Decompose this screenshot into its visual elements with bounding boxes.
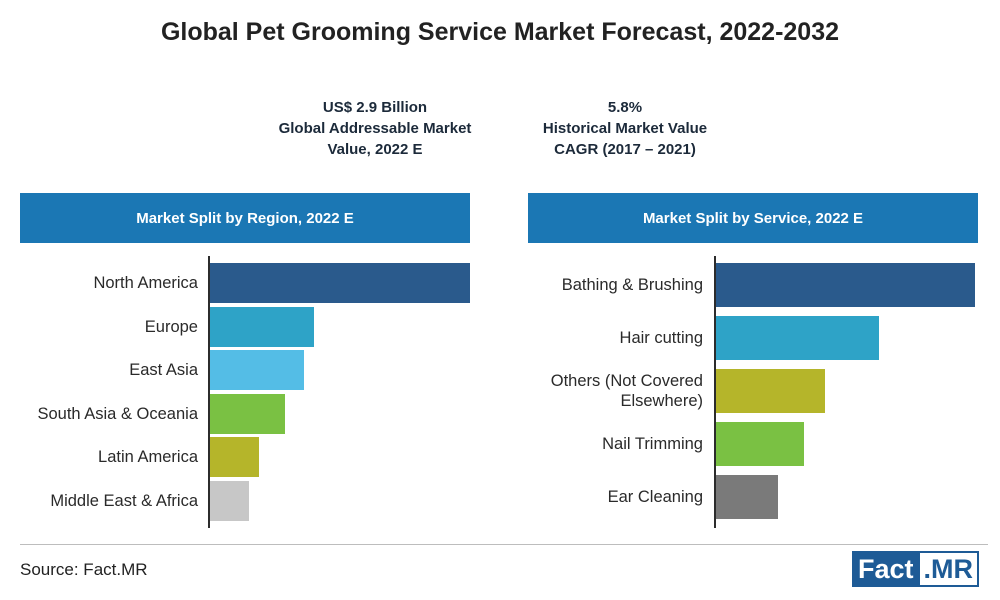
kpi-historical-cagr: 5.8% Historical Market Value CAGR (2017 … [514,72,736,184]
region-axis-line [208,256,210,528]
footer-divider [20,544,988,545]
bar-north-america [210,263,470,303]
category-label: Middle East & Africa [50,491,198,510]
source-note: Source: Fact.MR [20,560,148,579]
bar-bathing-brushing [716,263,975,307]
kpi-line: Bathing & Brushing [808,109,950,126]
kpi-cagr: 7.2% Global Market Value CAGR (2022 – 20… [12,72,232,184]
category-label: Bathing & Brushing [561,276,703,294]
kpi-line: Market Value Share, [808,130,950,147]
kpi-line: Global Market Value CAGR [26,119,218,137]
service-section-header: Market Split by Service, 2022 E [528,193,978,243]
category-label: Others (Not Covered Elsewhere) [550,372,703,410]
bar-middle-east-africa [210,480,249,521]
bar-hair-cutting [716,316,880,360]
bar-ear-cleaning [716,475,779,519]
bar-europe [210,306,314,347]
category-label: South Asia & Oceania [37,404,198,423]
category-label: Latin America [98,448,198,466]
bar-east-asia [210,350,304,390]
kpi-line: US$ 2.9 Billion [322,98,428,116]
category-label: North America [93,274,198,292]
category-label: Nail Trimming [602,435,703,453]
kpi-line: Global Addressable Market [278,119,472,137]
category-label: Ear Cleaning [607,488,703,506]
kpi-line: Value, 2022 E [327,140,423,158]
bar-south-asia-oceania [210,393,286,434]
kpi-line: 38% [863,88,895,105]
category-label: Hair cutting [619,329,703,347]
category-label: Europe [144,317,198,336]
service-axis-line [714,256,716,528]
kpi-line: CAGR (2017 – 2021) [554,140,696,158]
kpi-line: (2022 – 2032) [75,140,169,158]
kpi-line: 7.2% [104,98,140,116]
kpi-line: 5.8% [607,98,643,116]
chart-title: Global Pet Grooming Service Market Forec… [160,18,840,46]
kpi-bathing-share: 38% Bathing & Brushing Market Value Shar… [768,72,990,184]
bar-others-not-covered-elsewhere [716,369,825,413]
logo-part-mr: .MR [919,551,980,587]
kpi-market-value: US$ 2.9 Billion Global Addressable Marke… [264,72,486,184]
category-label: East Asia [129,361,198,379]
bar-nail-trimming [716,422,805,466]
region-section-header: Market Split by Region, 2022 E [20,193,470,243]
bar-latin-america [210,437,260,477]
logo-part-fact: Fact [852,551,920,587]
kpi-line: Historical Market Value [542,119,708,137]
factmr-logo: Fact .MR [852,551,980,587]
kpi-line: 2022 E [855,151,903,168]
